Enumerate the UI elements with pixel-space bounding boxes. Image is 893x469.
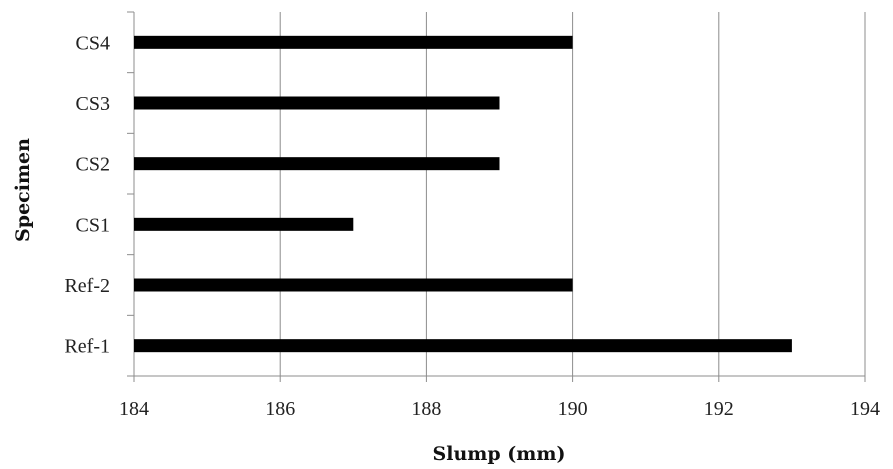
bar-ref-2: [134, 278, 573, 292]
bar-ref-1: [134, 339, 792, 353]
y-tick-label-cs4: CS4: [76, 32, 110, 54]
bar-cs1: [134, 217, 354, 231]
axes: [127, 11, 866, 382]
bar-cs3: [134, 96, 500, 110]
x-tick-label-192: 192: [704, 398, 734, 420]
gridlines: [279, 12, 866, 376]
y-tick-label-ref-2: Ref-2: [64, 275, 110, 297]
x-tick-label-186: 186: [265, 398, 295, 420]
y-tick-label-cs2: CS2: [76, 154, 110, 176]
x-tick-label-184: 184: [119, 398, 149, 420]
x-axis-title: Slump (mm): [433, 443, 566, 465]
x-tick-label-194: 194: [850, 398, 880, 420]
y-axis-title: Specimen: [12, 138, 34, 242]
y-tick-label-ref-1: Ref-1: [64, 336, 110, 358]
x-tick-label-190: 190: [558, 398, 588, 420]
bar-cs2: [134, 157, 500, 171]
tick-labels: Ref-1 Ref-2 CS1 CS2 CS3 CS4 184 186 188 190 192 194: [64, 32, 880, 420]
x-tick-label-188: 188: [411, 398, 441, 420]
bars: [134, 35, 792, 353]
y-tick-label-cs1: CS1: [76, 214, 110, 236]
y-tick-label-cs3: CS3: [76, 93, 110, 115]
bar-cs4: [134, 35, 573, 49]
